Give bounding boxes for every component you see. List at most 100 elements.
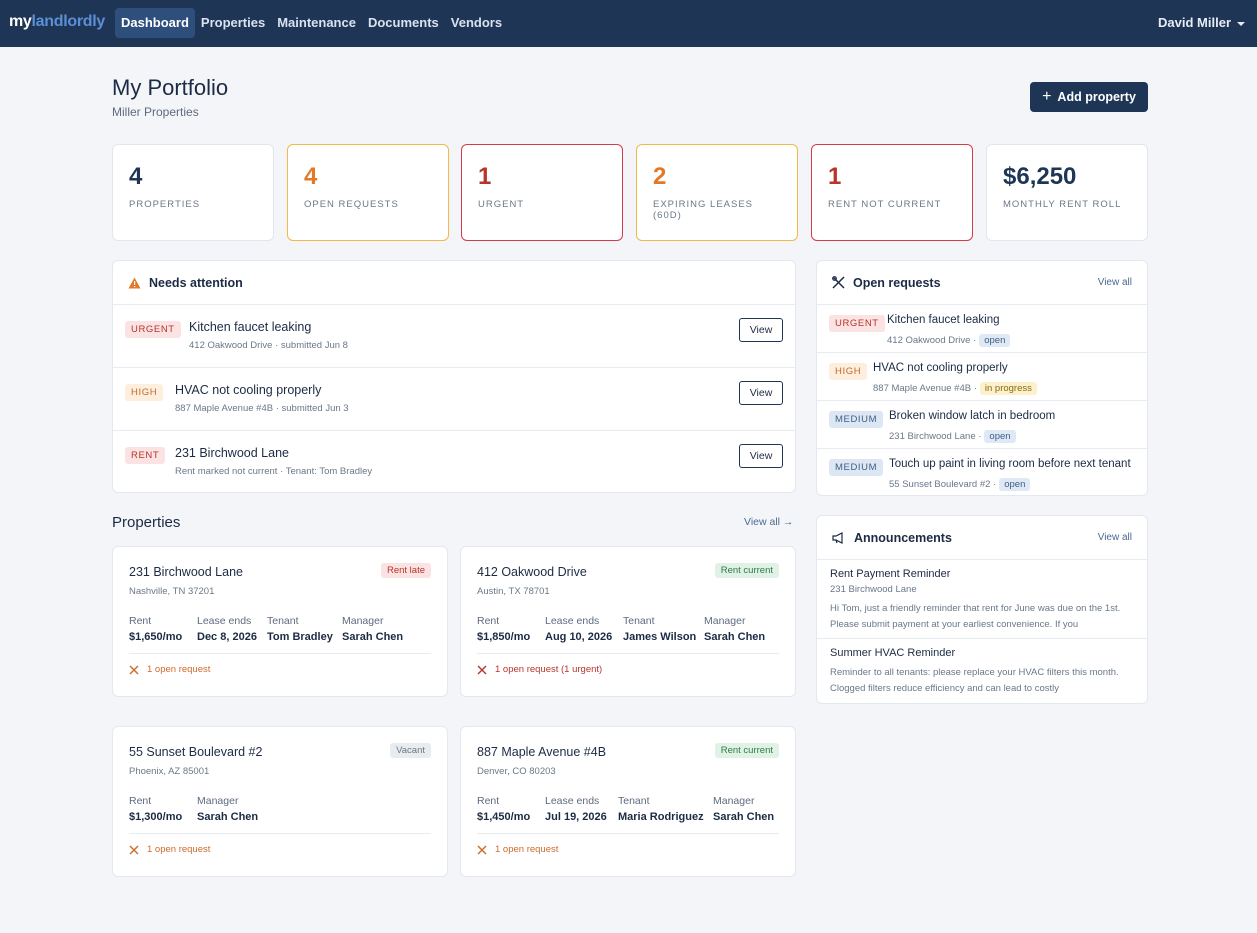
- nav-properties[interactable]: Properties: [200, 15, 266, 30]
- add-property-button[interactable]: + Add property: [1030, 82, 1148, 112]
- manager-label: Manager: [704, 615, 746, 627]
- divider: [477, 653, 779, 654]
- nav-vendors[interactable]: Vendors: [450, 15, 503, 30]
- announcement-body: Hi Tom, just a friendly reminder that re…: [830, 603, 1121, 630]
- tenant-label: Tenant: [618, 795, 650, 807]
- nav-maintenance[interactable]: Maintenance: [277, 15, 356, 30]
- announcements-header: Announcements View all: [817, 516, 1147, 560]
- needs-attention-card: Needs attention URGENT Kitchen faucet le…: [112, 260, 796, 493]
- request-title: Kitchen faucet leaking: [887, 314, 1000, 326]
- request-title: Touch up paint in living room before nex…: [889, 458, 1131, 470]
- attention-item-sub: Rent marked not current · Tenant: Tom Br…: [175, 466, 373, 477]
- rent-label: Rent: [129, 795, 152, 807]
- lease-label: Lease ends: [197, 615, 252, 627]
- page-subtitle: Miller Properties: [112, 105, 199, 119]
- request-item[interactable]: URGENT Kitchen faucet leaking 412 Oakwoo…: [817, 305, 1147, 353]
- attention-item-title: 231 Birchwood Lane: [175, 446, 289, 460]
- stat-rent-not-current: 1 Rent not current: [811, 144, 973, 241]
- manager-value: Sarah Chen: [713, 811, 775, 823]
- priority-badge: RENT: [125, 447, 166, 464]
- request-sub: 55 Sunset Boulevard #2 · open: [889, 478, 1031, 491]
- nav-links: Dashboard Properties Maintenance Documen…: [115, 8, 508, 38]
- tools-icon: [129, 665, 139, 674]
- view-button[interactable]: View: [739, 381, 783, 405]
- stat-value: 1: [478, 163, 492, 190]
- open-request-link[interactable]: 1 open request: [129, 844, 210, 855]
- status-badge: open: [979, 334, 1011, 347]
- lease-value: Jul 19, 2026: [545, 811, 607, 823]
- priority-badge: URGENT: [829, 315, 885, 332]
- property-name: 55 Sunset Boulevard #2: [129, 745, 263, 759]
- rent-value: $1,450/mo: [477, 811, 531, 823]
- stat-open-requests: 4 Open requests: [287, 144, 449, 241]
- announcement-body: Reminder to all tenants: please replace …: [830, 667, 1119, 694]
- open-request-text: 1 open request (1 urgent): [495, 664, 603, 675]
- attention-item-sub: 887 Maple Avenue #4B · submitted Jun 3: [175, 403, 349, 414]
- tenant-value: Maria Rodriguez: [618, 811, 704, 823]
- open-request-link[interactable]: 1 open request (1 urgent): [477, 664, 602, 675]
- open-request-link[interactable]: 1 open request: [477, 844, 558, 855]
- property-name: 887 Maple Avenue #4B: [477, 745, 607, 759]
- property-location: Phoenix, AZ 85001: [129, 766, 210, 777]
- announcement-item[interactable]: Rent Payment Reminder 231 Birchwood Lane…: [817, 560, 1147, 639]
- open-request-link[interactable]: 1 open request: [129, 664, 210, 675]
- manager-label: Manager: [197, 795, 239, 807]
- manager-value: Sarah Chen: [704, 631, 766, 643]
- request-address: 412 Oakwood Drive ·: [887, 335, 977, 346]
- announcement-sub: 231 Birchwood Lane: [830, 584, 917, 595]
- stat-value: 1: [828, 163, 842, 190]
- property-card[interactable]: 412 Oakwood Drive Austin, TX 78701 Rent …: [460, 546, 796, 697]
- request-address: 231 Birchwood Lane ·: [889, 431, 982, 442]
- needs-attention-title: Needs attention: [149, 275, 243, 290]
- open-request-text: 1 open request: [495, 844, 559, 855]
- tools-icon: [129, 845, 139, 854]
- manager-label: Manager: [713, 795, 755, 807]
- divider: [129, 833, 431, 834]
- lease-value: Aug 10, 2026: [545, 631, 613, 643]
- open-requests-view-all-link[interactable]: View all: [1097, 277, 1132, 288]
- priority-badge: MEDIUM: [829, 459, 884, 476]
- nav-documents[interactable]: Documents: [367, 15, 439, 30]
- property-location: Denver, CO 80203: [477, 766, 556, 777]
- stat-label: Rent not current: [828, 199, 942, 210]
- status-badge: in progress: [979, 382, 1037, 395]
- announcement-item[interactable]: Summer HVAC Reminder Reminder to all ten…: [817, 639, 1147, 703]
- stat-value: 4: [304, 163, 318, 190]
- announcement-title: Rent Payment Reminder: [830, 568, 951, 580]
- request-title: Broken window latch in bedroom: [889, 410, 1056, 422]
- view-button[interactable]: View: [739, 318, 783, 342]
- status-badge: Vacant: [390, 743, 431, 758]
- announcements-title: Announcements: [854, 530, 952, 545]
- request-address: 55 Sunset Boulevard #2 ·: [889, 479, 997, 490]
- add-property-label: Add property: [1057, 90, 1136, 104]
- brand-logo[interactable]: mylandlordly: [9, 13, 105, 31]
- stat-value: $6,250: [1003, 163, 1077, 190]
- brand-logo-part-2: landlordly: [31, 13, 106, 30]
- open-requests-header: Open requests View all: [817, 261, 1147, 305]
- property-card[interactable]: 55 Sunset Boulevard #2 Phoenix, AZ 85001…: [112, 726, 448, 877]
- priority-badge: HIGH: [125, 384, 164, 401]
- request-item[interactable]: MEDIUM Touch up paint in living room bef…: [817, 449, 1147, 497]
- rent-value: $1,850/mo: [477, 631, 531, 643]
- property-card[interactable]: 887 Maple Avenue #4B Denver, CO 80203 Re…: [460, 726, 796, 877]
- announcements-card: Announcements View all Rent Payment Remi…: [816, 515, 1148, 704]
- nav-dashboard[interactable]: Dashboard: [115, 8, 195, 38]
- request-item[interactable]: HIGH HVAC not cooling properly 887 Maple…: [817, 353, 1147, 401]
- user-menu[interactable]: David Miller: [1158, 15, 1245, 30]
- request-sub: 231 Birchwood Lane · open: [889, 430, 1016, 443]
- top-navbar: mylandlordly Dashboard Properties Mainte…: [0, 0, 1257, 47]
- stat-label: Urgent: [478, 199, 525, 210]
- lease-value: Dec 8, 2026: [197, 631, 257, 643]
- tenant-value: Tom Bradley: [267, 631, 333, 643]
- property-card[interactable]: 231 Birchwood Lane Nashville, TN 37201 R…: [112, 546, 448, 697]
- property-name: 231 Birchwood Lane: [129, 565, 243, 579]
- properties-view-all-link[interactable]: View all →: [744, 516, 794, 528]
- view-button[interactable]: View: [739, 444, 783, 468]
- attention-item-title: Kitchen faucet leaking: [189, 320, 312, 334]
- rent-label: Rent: [477, 615, 500, 627]
- attention-item: RENT 231 Birchwood Lane Rent marked not …: [113, 431, 795, 494]
- plus-icon: +: [1042, 88, 1052, 105]
- open-requests-card: Open requests View all URGENT Kitchen fa…: [816, 260, 1148, 496]
- request-item[interactable]: MEDIUM Broken window latch in bedroom 23…: [817, 401, 1147, 449]
- announcements-view-all-link[interactable]: View all: [1097, 532, 1132, 543]
